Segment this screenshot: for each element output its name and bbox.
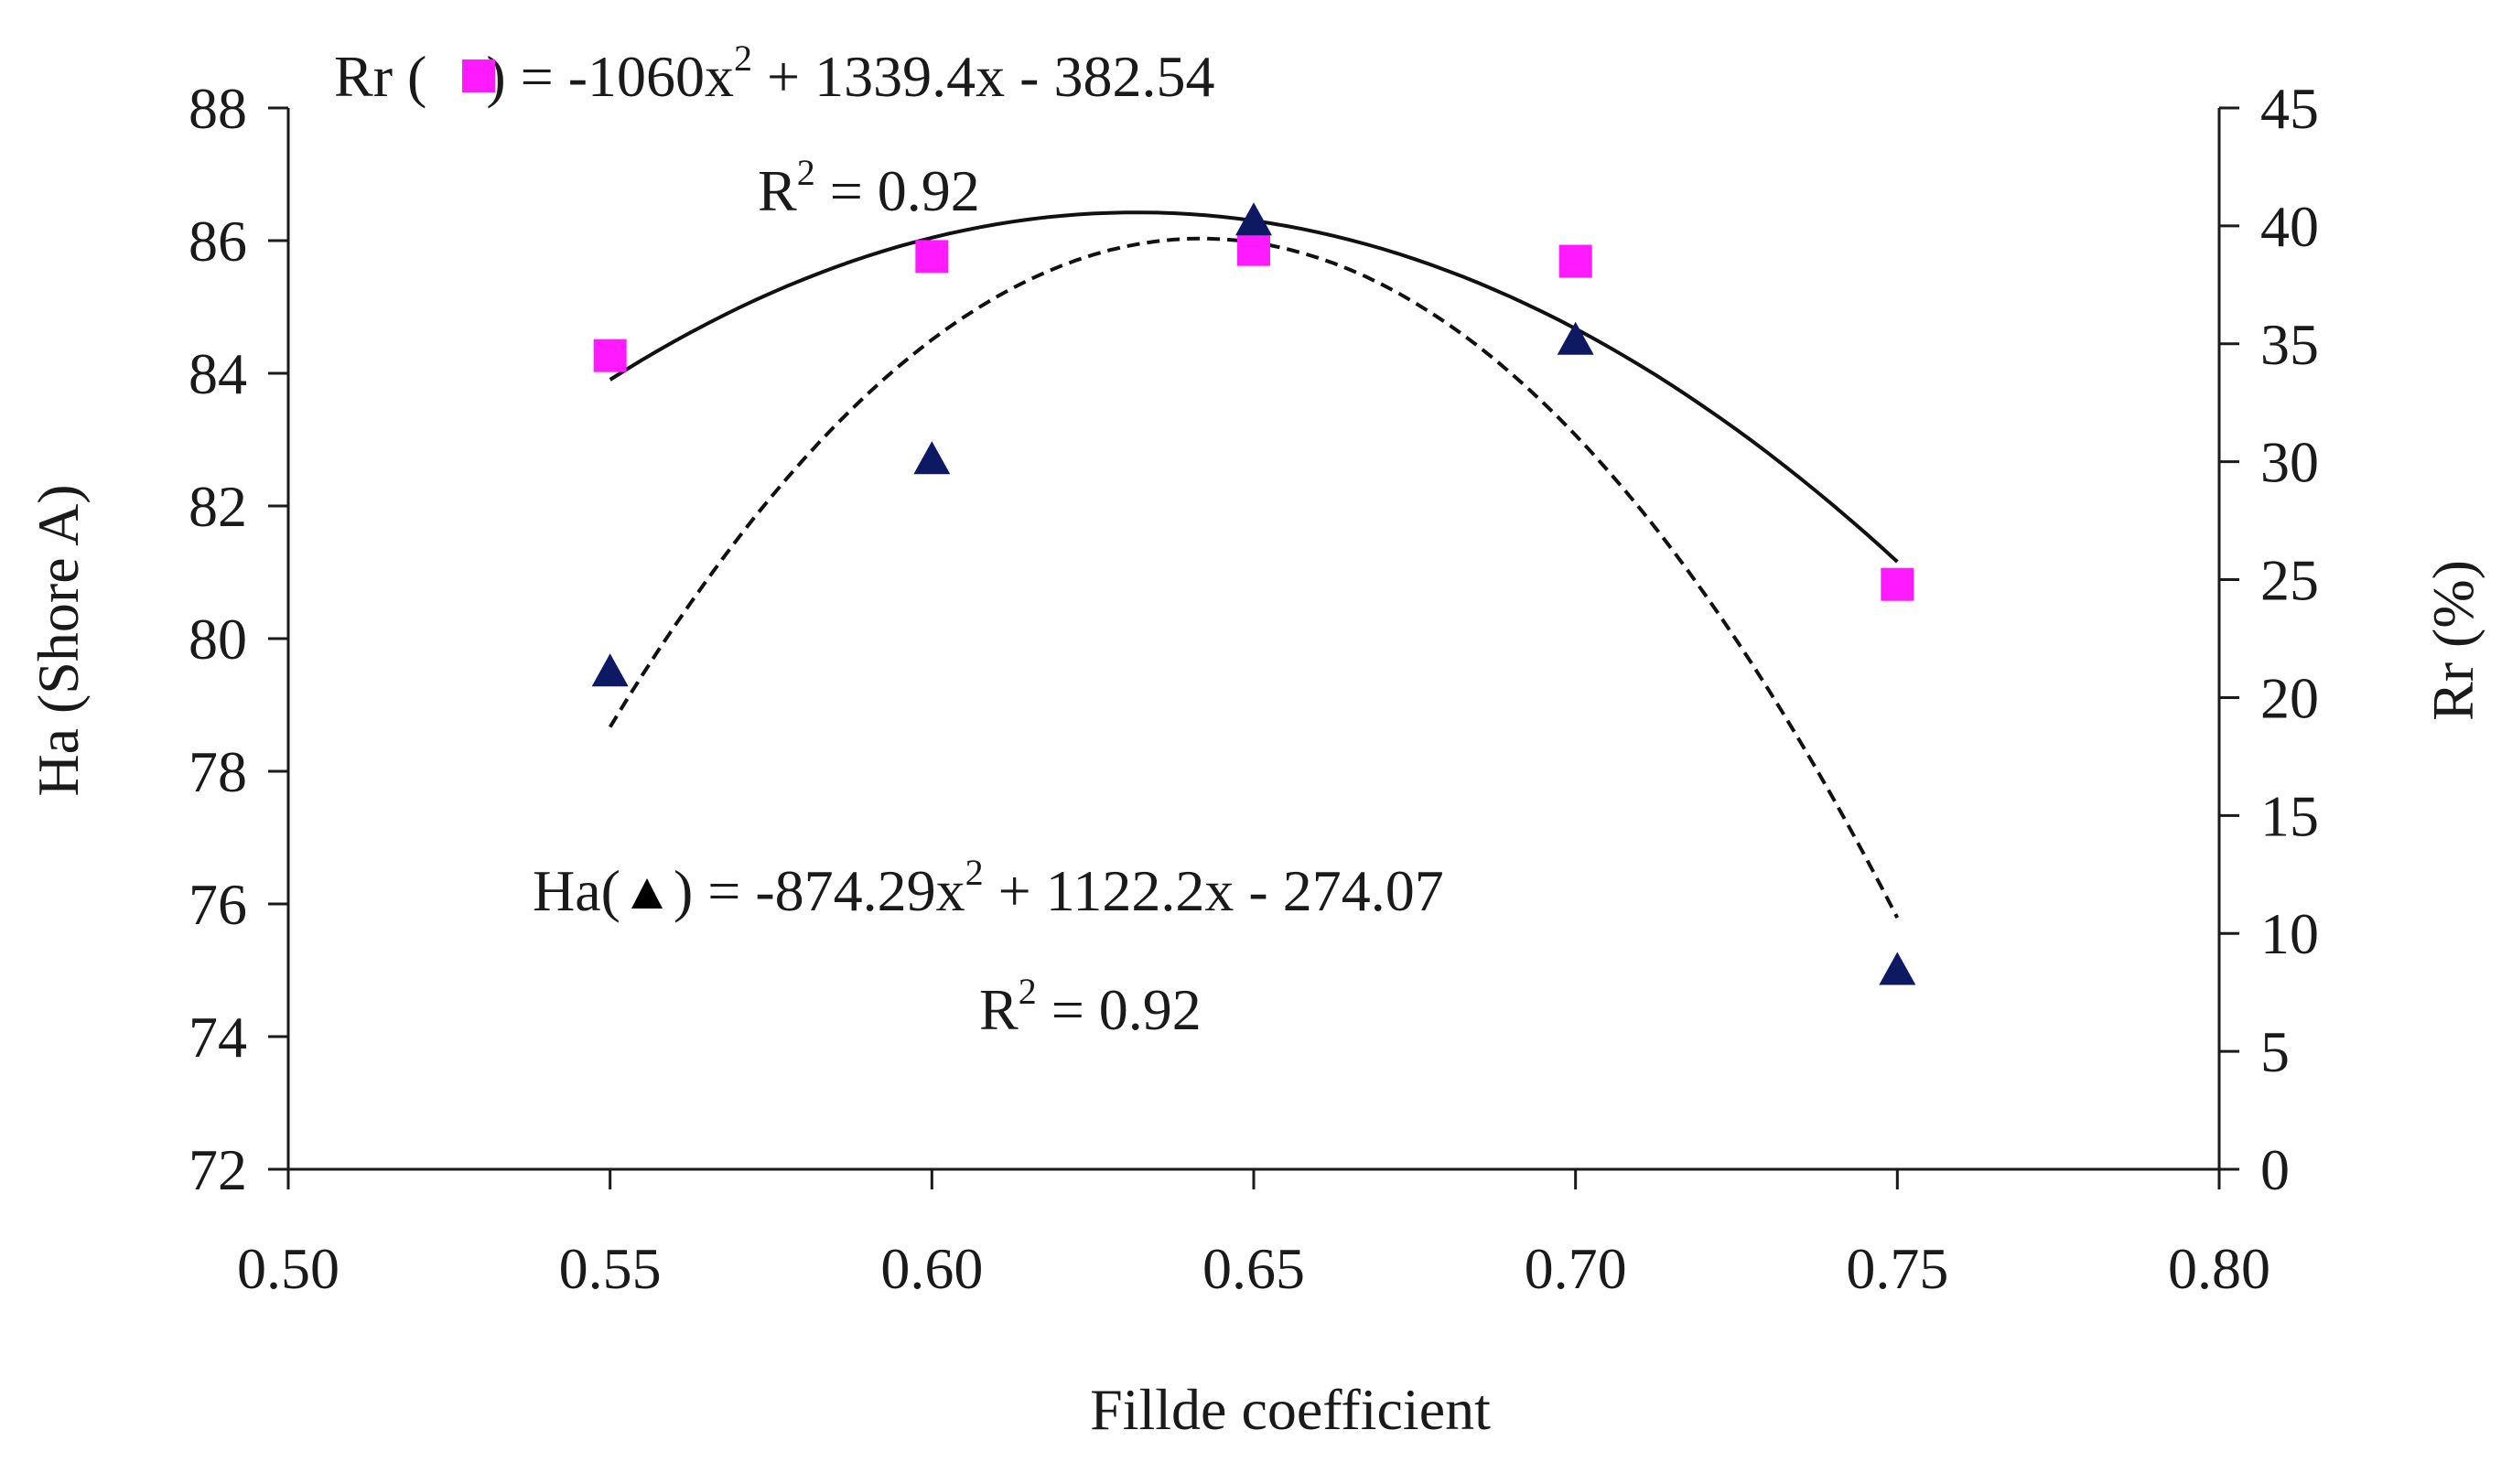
x-tick-label: 0.55 [559,1236,662,1301]
rr-point [1881,567,1914,601]
y-right-tick-label: 0 [2260,1137,2290,1202]
ha-point [1557,321,1594,355]
rr-r2-sup: 2 [797,152,815,193]
rr-r2-prefix: R [758,158,797,223]
rr-point [1237,232,1270,266]
y-left-tick-label: 74 [189,1005,247,1070]
rr-point [915,240,949,274]
y-left-tick-label: 84 [189,341,247,406]
plot-axes [286,108,2221,1171]
ha-point [913,441,951,475]
ha-point [591,653,629,687]
ha-trendline [608,236,1900,919]
data-points [591,202,1916,985]
y-right-tick-label: 15 [2260,783,2319,848]
rr-r2-rest: = 0.92 [815,158,980,223]
y-left-tick-label: 88 [189,76,247,141]
x-tick-label: 0.50 [237,1236,340,1301]
rr-square-marker-icon [462,59,495,92]
y-left-tick-label: 76 [189,872,247,937]
ha-r-squared: R2 = 0.92 [979,971,1202,1042]
rr-point [1558,244,1592,278]
y-right-tick-label: 40 [2260,194,2319,259]
y-left-tick-label: 72 [189,1137,247,1202]
x-axis-label: Fillde coefficient [1090,1377,1491,1442]
y-right-tick-label: 35 [2260,312,2319,377]
svg-text:Ha(​) = -874.29x2 + 1122.2x -: Ha(​) = -874.29x2 + 1122.2x - 274.07 [533,852,1444,923]
x-tick-label: 0.75 [1846,1236,1948,1301]
x-tick-label: 0.60 [880,1236,983,1301]
x-tick-label: 0.65 [1202,1236,1305,1301]
axis-ticks: 0.50 0.55 0.60 0.65 0.70 0.75 0.80 72 74 76 78 80 82… [189,76,2319,1301]
y-axis-left-label: Ha (Shore A) [26,484,91,796]
rr-r-squared: R2 = 0.92 [758,152,980,223]
x-tick-label: 0.70 [1525,1236,1627,1301]
trendlines [608,210,1900,919]
ha-equation-prefix: Ha( [533,858,620,923]
y-right-tick-label: 30 [2260,430,2319,495]
ha-equation-suffix: ) = -874.29x [674,858,965,923]
ha-triangle-marker-icon [631,878,663,909]
y-left-tick-label: 78 [189,739,247,804]
rr-equation-prefix: Rr ( [334,44,426,109]
svg-text:Rr (​) = -1060x2 + 1339.4x -: Rr (​) = -1060x2 + 1339.4x - 382.54 [334,38,1214,109]
ha-r2-prefix: R [979,977,1019,1042]
y-right-tick-label: 45 [2260,76,2319,141]
ha-equation-sup: 2 [965,852,984,893]
ha-equation-rest: + 1122.2x - 274.07 [984,858,1444,923]
y-left-tick-label: 80 [189,607,247,672]
ha-r2-rest: = 0.92 [1037,977,1202,1042]
y-left-tick-label: 82 [189,474,247,539]
rr-equation-annotation: Rr (​) = -1060x2 + 1339.4x - 382.54 [334,38,1214,109]
y-right-tick-label: 10 [2260,901,2319,966]
y-right-tick-label: 20 [2260,665,2319,730]
rr-equation-rest: + 1339.4x - 382.54 [752,44,1214,109]
rr-equation-suffix: ) = -1060x [486,44,734,109]
ha-point [1235,202,1272,236]
ha-equation-annotation: Ha(​) = -874.29x2 + 1122.2x - 274.07 [533,852,1444,923]
y-right-tick-label: 25 [2260,548,2319,613]
y-right-tick-label: 5 [2260,1019,2290,1084]
y-axis-right-label: Rr (%) [2420,560,2485,721]
y-left-tick-label: 86 [189,209,247,274]
ha-point [1879,952,1916,985]
rr-point [593,339,627,372]
x-tick-label: 0.80 [2168,1236,2270,1301]
ha-r2-sup: 2 [1019,971,1037,1012]
rr-equation-sup: 2 [734,38,752,79]
